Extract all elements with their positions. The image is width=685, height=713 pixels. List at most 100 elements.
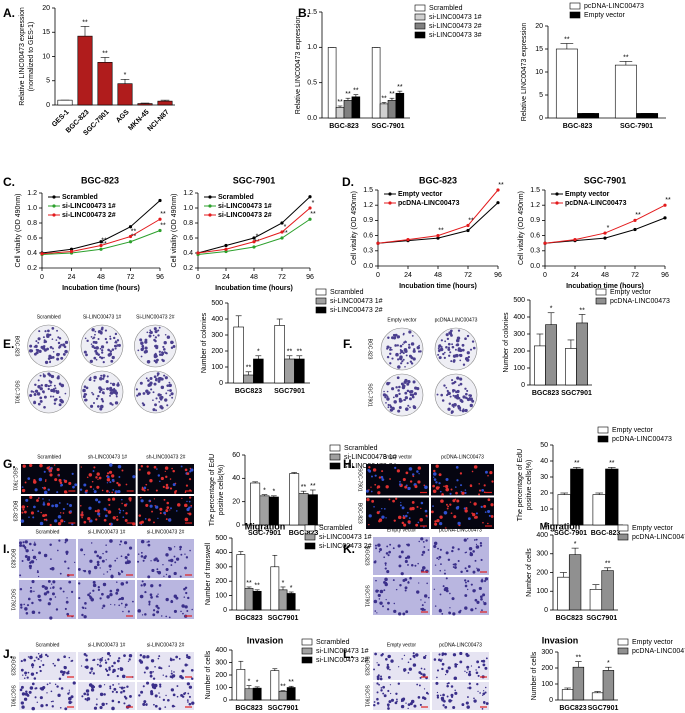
cell	[57, 549, 59, 552]
cell	[141, 487, 145, 491]
cell	[412, 652, 415, 655]
x-tick-label: 24	[404, 272, 412, 279]
cell	[68, 700, 72, 705]
cell	[165, 597, 169, 602]
colony	[450, 360, 453, 363]
cell	[380, 475, 384, 479]
colony	[469, 403, 473, 408]
cell	[147, 489, 149, 491]
colony	[466, 389, 469, 392]
cell	[386, 608, 390, 611]
legend-label: pcDNA-LINC00473	[632, 534, 685, 541]
cell	[383, 694, 387, 698]
colony	[100, 330, 103, 334]
culture-plate	[27, 324, 70, 368]
legend-label: si-LINC00473 2#	[218, 212, 272, 219]
cell	[387, 554, 390, 557]
y-tick-label: 100	[215, 684, 227, 691]
cell	[436, 557, 439, 560]
significance: **	[254, 583, 260, 590]
colony	[51, 338, 54, 341]
cell	[106, 475, 110, 479]
x-tick-label: 48	[434, 272, 442, 279]
colony	[402, 332, 405, 335]
cell	[436, 694, 440, 697]
cell	[120, 602, 123, 605]
data-point	[280, 230, 284, 234]
legend-marker	[555, 192, 559, 196]
colony	[461, 409, 465, 413]
cell	[374, 483, 377, 486]
cell	[457, 521, 461, 526]
chart-title: Migration	[540, 521, 581, 531]
significance: **	[605, 561, 611, 568]
cell	[118, 476, 121, 478]
cell	[477, 690, 479, 692]
cell	[41, 584, 45, 588]
cell	[476, 683, 479, 686]
cell	[96, 560, 100, 564]
cell	[176, 510, 178, 512]
cell	[128, 497, 132, 501]
cell	[443, 510, 448, 515]
colony	[37, 337, 41, 341]
legend-label: Empty vector	[398, 191, 443, 198]
cell	[417, 696, 421, 699]
cell	[467, 696, 469, 698]
cell	[49, 616, 53, 620]
cell	[68, 481, 72, 485]
cell	[382, 605, 384, 608]
cell	[127, 553, 130, 556]
colony	[389, 362, 392, 365]
micrograph-field	[432, 652, 489, 680]
cell	[451, 597, 455, 601]
cell	[140, 690, 144, 694]
cell	[491, 480, 494, 483]
y-tick-label: 100	[211, 364, 223, 371]
cell	[153, 465, 157, 469]
cell	[105, 702, 108, 705]
cell	[469, 501, 472, 503]
cell	[94, 509, 97, 513]
cell	[104, 514, 108, 518]
colony	[100, 398, 104, 401]
data-point	[466, 228, 470, 233]
cell	[60, 687, 64, 690]
colony	[142, 403, 146, 407]
cell	[170, 670, 173, 672]
cell	[109, 687, 112, 690]
colony	[471, 399, 475, 403]
cell	[26, 676, 29, 679]
panel-label: C.	[3, 175, 15, 189]
colony	[137, 392, 142, 396]
colony	[34, 383, 37, 387]
colony	[389, 352, 392, 355]
colony	[146, 360, 151, 364]
cell	[460, 570, 463, 574]
cell	[117, 700, 121, 704]
cell	[26, 506, 29, 508]
cell	[412, 475, 414, 477]
colony	[385, 401, 387, 404]
cell	[68, 696, 72, 701]
cell	[480, 595, 483, 599]
image-column-label: pcDNA-LINC00473	[435, 317, 478, 323]
cell	[127, 560, 131, 564]
cell	[42, 498, 44, 500]
cell	[40, 511, 42, 514]
colony	[447, 342, 451, 346]
cell	[423, 655, 427, 660]
cell	[379, 677, 383, 681]
colony	[52, 351, 55, 353]
colony	[391, 387, 395, 391]
cell	[31, 601, 34, 605]
cell	[39, 521, 44, 526]
micrograph-field	[21, 496, 78, 526]
cell	[92, 589, 95, 592]
colony	[109, 337, 112, 340]
colony	[466, 397, 471, 402]
cell	[397, 682, 401, 685]
colony	[438, 344, 442, 348]
cell	[379, 548, 383, 552]
y-tick-label: 0.9	[363, 217, 373, 224]
